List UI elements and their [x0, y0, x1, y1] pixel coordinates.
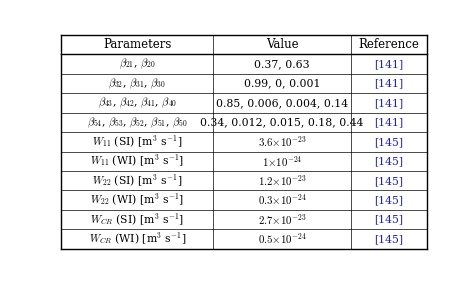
Text: [145]: [145]	[374, 156, 403, 166]
Text: $W_{11}$ (WI) [m$^3$ s$^{-1}$]: $W_{11}$ (WI) [m$^3$ s$^{-1}$]	[90, 153, 184, 169]
Text: [145]: [145]	[374, 234, 403, 244]
Text: $W_{11}$ (SI) [m$^3$ s$^{-1}$]: $W_{11}$ (SI) [m$^3$ s$^{-1}$]	[92, 134, 182, 150]
Text: $1.2{\times}10^{-23}$: $1.2{\times}10^{-23}$	[257, 173, 306, 188]
Text: [141]: [141]	[374, 117, 403, 127]
Text: $0.5{\times}10^{-24}$: $0.5{\times}10^{-24}$	[257, 232, 306, 246]
Text: [141]: [141]	[374, 59, 403, 69]
Text: 0.99, 0, 0.001: 0.99, 0, 0.001	[243, 78, 319, 89]
Text: $W_{22}$ (SI) [m$^3$ s$^{-1}$]: $W_{22}$ (SI) [m$^3$ s$^{-1}$]	[92, 173, 182, 189]
Text: [145]: [145]	[374, 176, 403, 186]
Text: $W_{CR}$ (SI) [m$^3$ s$^{-1}$]: $W_{CR}$ (SI) [m$^3$ s$^{-1}$]	[90, 212, 184, 228]
Text: [145]: [145]	[374, 195, 403, 205]
Text: $W_{22}$ (WI) [m$^3$ s$^{-1}$]: $W_{22}$ (WI) [m$^3$ s$^{-1}$]	[90, 192, 184, 208]
Text: $\beta_{43}$, $\beta_{42}$, $\beta_{41}$, $\beta_{40}$: $\beta_{43}$, $\beta_{42}$, $\beta_{41}$…	[98, 96, 177, 110]
Text: 0.34, 0.012, 0.015, 0.18, 0.44: 0.34, 0.012, 0.015, 0.18, 0.44	[200, 117, 363, 127]
Text: Value: Value	[265, 38, 298, 51]
Text: 0.37, 0.63: 0.37, 0.63	[254, 59, 309, 69]
Text: $\beta_{54}$, $\beta_{53}$, $\beta_{52}$, $\beta_{51}$, $\beta_{50}$: $\beta_{54}$, $\beta_{53}$, $\beta_{52}$…	[87, 115, 187, 130]
Text: $\beta_{32}$, $\beta_{31}$, $\beta_{30}$: $\beta_{32}$, $\beta_{31}$, $\beta_{30}$	[108, 76, 166, 91]
Text: 0.85, 0.006, 0.004, 0.14: 0.85, 0.006, 0.004, 0.14	[216, 98, 347, 108]
Text: [145]: [145]	[374, 215, 403, 225]
Text: [141]: [141]	[374, 78, 403, 89]
Text: $W_{CR}$ (WI) [m$^3$ s$^{-1}$]: $W_{CR}$ (WI) [m$^3$ s$^{-1}$]	[89, 231, 186, 247]
Text: $3.6{\times}10^{-23}$: $3.6{\times}10^{-23}$	[257, 135, 306, 149]
Text: $\beta_{21}$, $\beta_{20}$: $\beta_{21}$, $\beta_{20}$	[119, 57, 155, 71]
Text: $2.7{\times}10^{-23}$: $2.7{\times}10^{-23}$	[257, 212, 306, 227]
Text: Parameters: Parameters	[103, 38, 171, 51]
Text: Reference: Reference	[358, 38, 418, 51]
Text: [141]: [141]	[374, 98, 403, 108]
Text: $1{\times}10^{-24}$: $1{\times}10^{-24}$	[261, 154, 302, 169]
Text: [145]: [145]	[374, 137, 403, 147]
Text: $0.3{\times}10^{-24}$: $0.3{\times}10^{-24}$	[257, 193, 306, 208]
